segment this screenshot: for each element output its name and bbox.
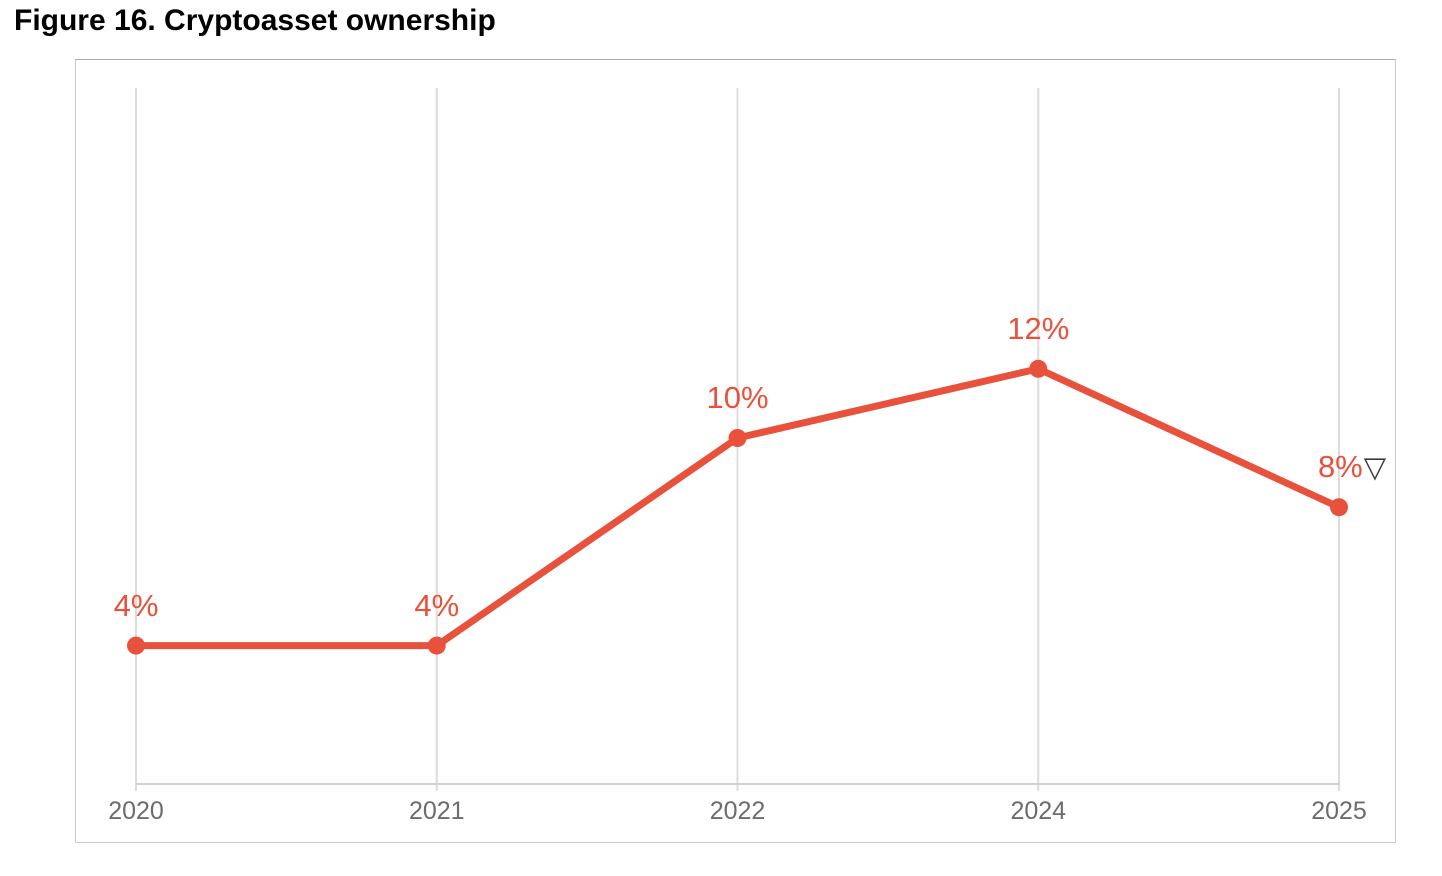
chart-title: Figure 16. Cryptoasset ownership [14, 4, 496, 37]
data-label: 8% ▽ [1318, 449, 1386, 485]
data-point [1029, 359, 1048, 378]
data-label: 4% [414, 588, 459, 624]
data-point [427, 636, 446, 655]
down-triangle-icon: ▽ [1363, 450, 1387, 485]
data-label-value: 4% [414, 587, 460, 623]
data-point [1330, 498, 1348, 517]
x-axis-label: 2024 [1010, 797, 1067, 825]
chart-canvas [127, 88, 1348, 791]
data-label: 12% [1007, 311, 1069, 347]
data-label: 4% [114, 588, 159, 624]
x-axis-label: 2022 [709, 797, 766, 825]
data-label-value: 10% [706, 380, 769, 415]
data-label-value: 12% [1007, 310, 1070, 346]
data-point [127, 636, 145, 655]
data-label: 10% [706, 380, 768, 416]
data-point [728, 429, 747, 447]
x-axis-label: 2021 [408, 797, 465, 825]
x-axis-label: 2025 [1311, 797, 1367, 825]
data-label-value: 8% [1317, 449, 1363, 485]
chart-area: 4% 4% 10% 12% 8% ▽ 2020 2021 2022 2024 2025 [75, 59, 1396, 843]
x-axis-label: 2020 [108, 797, 164, 825]
data-label-value: 4% [113, 587, 159, 623]
